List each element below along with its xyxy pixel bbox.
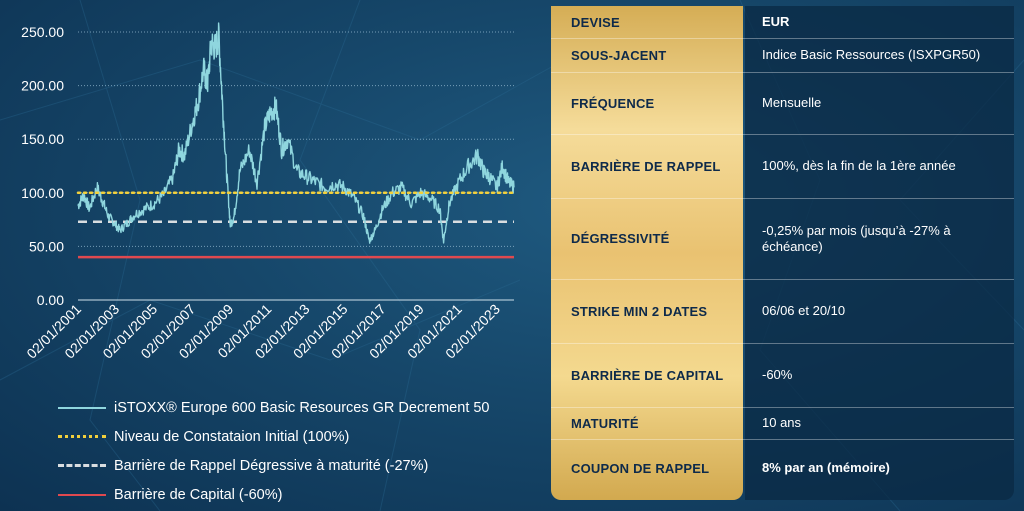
y-tick-label: 50.00 — [29, 238, 64, 254]
row-key: BARRIÈRE DE CAPITAL — [571, 367, 724, 383]
table-key-column — [551, 6, 743, 500]
row-value: Indice Basic Ressources (ISXPGR50) — [762, 47, 981, 62]
table-row: SOUS-JACENT Indice Basic Ressources (ISX… — [551, 38, 1014, 73]
table-row: MATURITÉ 10 ans — [551, 407, 1014, 440]
table-row: STRIKE MIN 2 DATES 06/06 et 20/10 — [551, 279, 1014, 344]
y-tick-label: 100.00 — [21, 185, 64, 201]
legend-label-initial-level: Niveau de Constataion Initial (100%) — [114, 428, 350, 445]
table-value-column — [745, 6, 1014, 500]
legend-label-index: iSTOXX® Europe 600 Basic Resources GR De… — [114, 399, 490, 416]
row-value: 100%, dès la fin de la 1ère année — [762, 158, 956, 173]
chart-legend: iSTOXX® Europe 600 Basic Resources GR De… — [58, 393, 528, 509]
row-key: DÉGRESSIVITÉ — [571, 231, 670, 246]
legend-swatch-index — [58, 406, 106, 409]
table-row: DEVISE EUR — [551, 6, 1014, 39]
table-row: FRÉQUENCE Mensuelle — [551, 72, 1014, 135]
row-value: 8% par an (mémoire) — [762, 460, 890, 475]
legend-label-recall-barrier: Barrière de Rappel Dégressive à maturité… — [114, 457, 429, 474]
legend-item-recall-barrier: Barrière de Rappel Dégressive à maturité… — [58, 451, 528, 480]
row-key: COUPON DE RAPPEL — [571, 460, 710, 476]
legend-swatch-capital-barrier — [58, 493, 106, 496]
row-key: BARRIÈRE DE RAPPEL — [571, 158, 721, 174]
row-key: MATURITÉ — [571, 415, 639, 431]
row-value: -60% — [762, 367, 793, 382]
legend-label-capital-barrier: Barrière de Capital (-60%) — [114, 486, 283, 503]
row-value: 10 ans — [762, 415, 802, 430]
y-tick-label: 200.00 — [21, 78, 64, 94]
y-tick-label: 150.00 — [21, 131, 64, 147]
index-series-line — [77, 22, 515, 244]
y-tick-label: 0.00 — [37, 292, 64, 308]
product-terms-table: DEVISE EUR SOUS-JACENT Indice Basic Ress… — [551, 6, 1014, 500]
row-value: Mensuelle — [762, 95, 822, 110]
row-value: -0,25% par mois (jusqu’à -27% à échéance… — [762, 222, 951, 254]
table-row: BARRIÈRE DE CAPITAL -60% — [551, 343, 1014, 408]
row-key: STRIKE MIN 2 DATES — [571, 303, 708, 319]
y-tick-label: 250.00 — [21, 24, 64, 40]
row-value: EUR — [762, 14, 790, 29]
row-key: DEVISE — [571, 14, 620, 30]
row-key: FRÉQUENCE — [571, 95, 655, 111]
table-row: DÉGRESSIVITÉ -0,25% par mois (jusqu’à -2… — [551, 198, 1014, 280]
row-key: SOUS-JACENT — [571, 47, 667, 63]
row-value: 06/06 et 20/10 — [762, 303, 846, 318]
legend-item-index: iSTOXX® Europe 600 Basic Resources GR De… — [58, 393, 528, 422]
legend-swatch-recall-barrier — [58, 464, 106, 467]
table-row: BARRIÈRE DE RAPPEL 100%, dès la fin de l… — [551, 134, 1014, 199]
table-row: COUPON DE RAPPEL 8% par an (mémoire) — [551, 439, 1014, 497]
legend-item-capital-barrier: Barrière de Capital (-60%) — [58, 480, 528, 509]
legend-swatch-initial-level — [58, 435, 106, 438]
legend-item-initial-level: Niveau de Constataion Initial (100%) — [58, 422, 528, 451]
